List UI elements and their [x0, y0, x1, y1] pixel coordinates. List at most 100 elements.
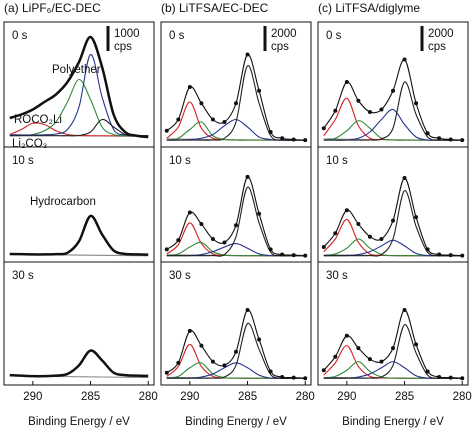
plot-area: [321, 57, 465, 143]
data-point: [268, 130, 273, 134]
data-point: [333, 354, 338, 359]
x-tick-label: 285: [81, 391, 100, 403]
data-point: [176, 238, 181, 243]
data-point: [391, 88, 395, 93]
data-point: [291, 375, 296, 380]
spectrum-line: [323, 239, 463, 257]
data-point: [268, 369, 273, 374]
data-point: [356, 222, 361, 227]
data-point: [257, 337, 262, 342]
plot-area: [164, 174, 308, 258]
spectrum-line: [166, 309, 306, 379]
data-point: [291, 253, 296, 258]
data-point: [187, 328, 192, 333]
data-point: [164, 370, 169, 375]
data-point: [222, 120, 227, 124]
data-point: [210, 359, 215, 364]
data-point: [379, 359, 384, 364]
data-point: [187, 210, 192, 215]
spectrum-line: [9, 35, 149, 139]
spectrum-line: [166, 343, 306, 379]
panel-frame: [3, 261, 155, 386]
data-point: [414, 342, 419, 347]
spectrum-line: [323, 97, 463, 141]
data-point: [437, 375, 442, 380]
data-point: [391, 346, 395, 351]
plot-area: [321, 307, 465, 381]
panel-title: (a) LiPF₆/EC-DEC: [4, 1, 101, 15]
data-point: [402, 307, 407, 312]
time-label: 0 s: [169, 30, 185, 42]
time-label: 0 s: [12, 30, 28, 42]
panel-title: (c) LiTFSA/diglyme: [318, 1, 420, 15]
scale-bar-label: 2000: [271, 28, 297, 40]
x-axis-label: Binding Energy / eV: [342, 416, 444, 428]
spectrum-line: [9, 214, 149, 256]
data-point: [425, 247, 430, 252]
data-point: [414, 215, 419, 220]
scale-bar-label: 1000: [114, 28, 140, 40]
data-point: [164, 128, 169, 133]
data-point: [234, 349, 238, 354]
plot-area: [164, 52, 308, 143]
panel-frame: [160, 261, 312, 386]
data-point: [414, 101, 419, 106]
data-point: [164, 247, 169, 252]
plot-area: [9, 349, 149, 379]
spectrum-line: [323, 238, 463, 257]
time-label: 10 s: [12, 155, 34, 167]
x-tick-label: 280: [296, 391, 315, 403]
spectrum-line: [166, 241, 306, 257]
data-point: [280, 375, 285, 380]
annotation: Hydrocarbon: [30, 196, 96, 208]
spectrum-line: [323, 190, 463, 257]
data-point: [425, 131, 430, 136]
x-tick-label: 290: [23, 391, 42, 403]
spectrum-line: [323, 324, 463, 379]
data-point: [268, 247, 273, 252]
x-tick-label: 290: [180, 391, 199, 403]
time-label: 10 s: [169, 155, 191, 167]
data-point: [321, 126, 326, 131]
spectrum-line: [323, 108, 463, 141]
scale-bar-unit: cps: [114, 41, 132, 53]
plot-area: [9, 35, 149, 139]
data-point: [367, 110, 372, 114]
data-point: [245, 52, 250, 57]
data-point: [437, 252, 442, 257]
x-tick-label: 280: [139, 391, 158, 403]
data-point: [344, 333, 349, 338]
x-axis-label: Binding Energy / eV: [28, 416, 130, 428]
scale-bar-label: 2000: [428, 28, 454, 40]
spectrum-line: [323, 120, 463, 141]
data-point: [199, 222, 204, 227]
spectrum-line: [9, 349, 149, 378]
time-label: 30 s: [12, 270, 34, 282]
data-point: [344, 208, 349, 213]
data-point: [437, 136, 442, 141]
data-point: [234, 223, 238, 228]
data-point: [222, 363, 227, 368]
scale-bar-unit: cps: [271, 41, 289, 53]
data-point: [356, 98, 361, 103]
plot-area: [164, 307, 308, 381]
annotation: ROCO₂Li: [14, 114, 62, 126]
data-point: [367, 357, 372, 362]
spectrum-line: [9, 118, 149, 137]
data-point: [391, 218, 395, 223]
data-point: [280, 252, 285, 257]
spectrum-line: [166, 121, 306, 141]
data-point: [245, 307, 250, 312]
data-point: [199, 101, 204, 106]
annotation: Polyether: [52, 64, 101, 76]
data-point: [344, 80, 349, 84]
x-tick-label: 285: [395, 391, 414, 403]
data-point: [291, 137, 296, 142]
spectrum-line: [323, 177, 463, 257]
spectrum-line: [323, 309, 463, 379]
plot-area: [321, 176, 465, 258]
data-point: [210, 237, 215, 241]
data-point: [210, 117, 215, 122]
data-point: [176, 117, 181, 122]
